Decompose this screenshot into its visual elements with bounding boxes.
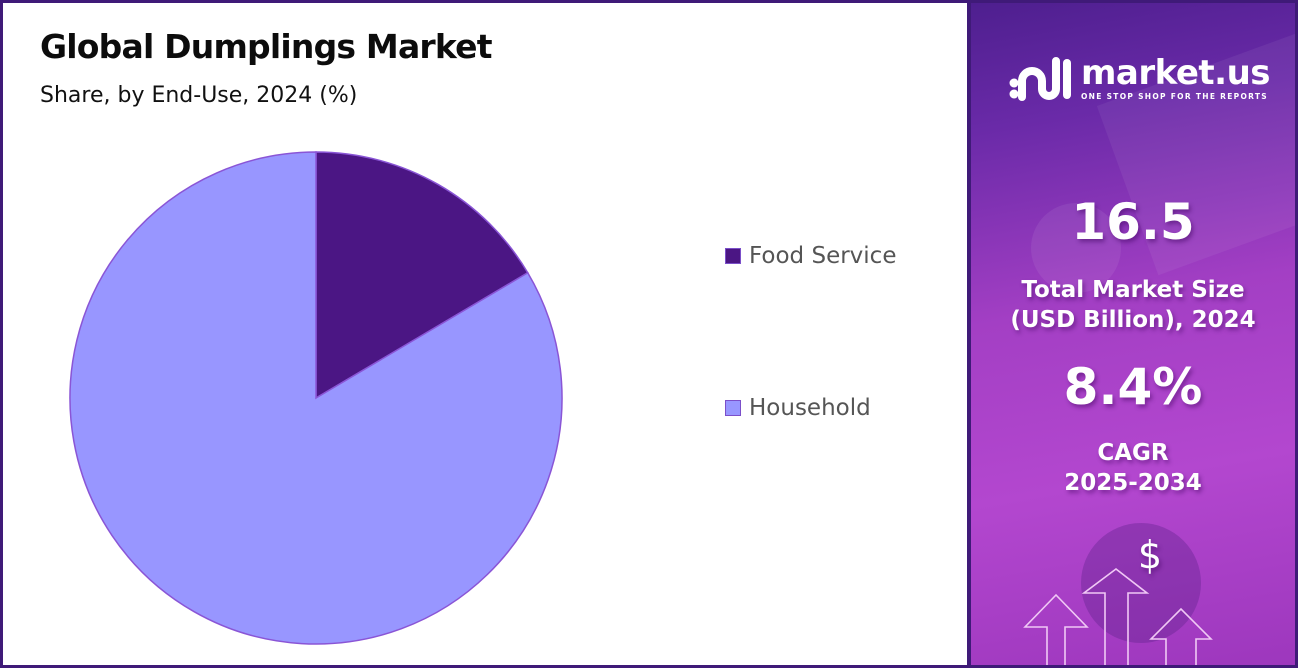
cagr-label-line1: CAGR xyxy=(1097,440,1169,466)
legend-swatch-household xyxy=(725,400,741,416)
market-size-label-line1: Total Market Size xyxy=(1021,277,1245,303)
dollar-icon: $ xyxy=(1137,533,1163,577)
cagr-value: 8.4% xyxy=(1063,358,1203,416)
legend-item-household[interactable]: Household xyxy=(725,395,871,421)
growth-arrows-icon xyxy=(1023,567,1213,665)
chart-title: Global Dumplings Market xyxy=(40,27,493,66)
legend-swatch-food-service xyxy=(725,248,741,264)
pie-slice-food-service[interactable] xyxy=(315,151,529,400)
cagr-label-line2: 2025-2034 xyxy=(1064,470,1202,496)
legend-label: Food Service xyxy=(749,243,897,269)
background-circle-shape xyxy=(1031,203,1121,293)
chart-panel: Global Dumplings Market Share, by End-Us… xyxy=(3,3,967,665)
market-us-logo-icon xyxy=(1009,57,1071,101)
brand-name: market.us xyxy=(1081,52,1271,93)
pie-slice-household[interactable] xyxy=(69,151,563,645)
chart-subtitle: Share, by End-Use, 2024 (%) xyxy=(40,83,358,108)
brand-logo: market.us ONE STOP SHOP FOR THE REPORTS xyxy=(1007,52,1271,103)
pie-chart xyxy=(69,151,563,645)
background-cup-shape xyxy=(1081,523,1201,643)
legend-item-food-service[interactable]: Food Service xyxy=(725,243,896,269)
stats-sidebar: market.us ONE STOP SHOP FOR THE REPORTS … xyxy=(967,0,1298,668)
legend-label: Household xyxy=(749,395,871,421)
market-size-label-line2: (USD Billion), 2024 xyxy=(1010,307,1256,333)
market-size-value: 16.5 xyxy=(1071,193,1195,251)
brand-tagline: ONE STOP SHOP FOR THE REPORTS xyxy=(1081,91,1268,101)
